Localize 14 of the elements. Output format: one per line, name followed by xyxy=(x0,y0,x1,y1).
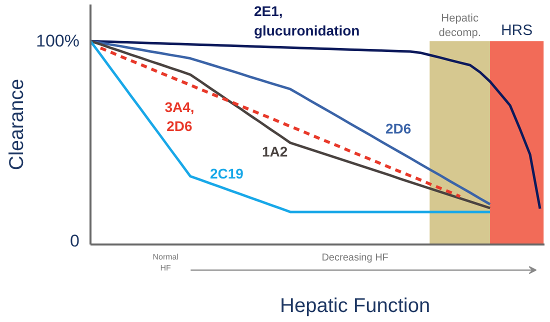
y-tick-label: 0 xyxy=(70,232,80,250)
x-axis-title: Hepatic Function xyxy=(280,295,430,317)
series-label: 2D6 xyxy=(385,120,412,137)
y-axis-title: Clearance xyxy=(6,78,28,170)
series-label: 1A2 xyxy=(262,143,288,160)
series-label: 2E1, glucuronidation xyxy=(254,3,360,38)
annotation: Hepatic decomp. xyxy=(438,12,481,40)
text: Decreasing HF xyxy=(322,252,388,264)
series-label: 3A4, 2D6 xyxy=(164,98,194,134)
annotation: HRS xyxy=(500,22,533,40)
y-tick-label: 100% xyxy=(36,32,80,51)
series-label: 2C19 xyxy=(210,165,244,182)
line-series xyxy=(98,46,462,198)
text: Normal HF xyxy=(152,252,179,272)
